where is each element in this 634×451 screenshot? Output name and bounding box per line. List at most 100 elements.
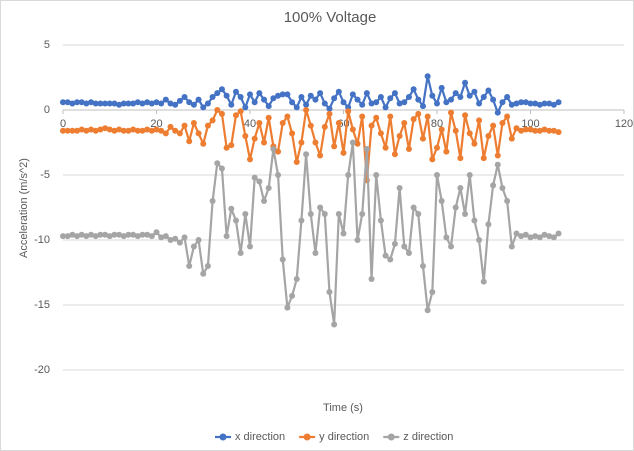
data-point: [536, 101, 543, 108]
data-point: [200, 140, 207, 147]
data-point: [125, 127, 132, 134]
y-tick-label: -10: [34, 234, 50, 246]
data-point: [153, 126, 160, 133]
data-point: [471, 217, 478, 224]
legend-label: z direction: [403, 431, 453, 443]
data-point: [443, 234, 450, 241]
data-point: [405, 94, 412, 100]
data-point: [462, 79, 469, 86]
data-point: [293, 159, 300, 165]
data-point: [134, 233, 141, 240]
data-point: [181, 122, 188, 129]
data-point: [532, 233, 539, 240]
data-point: [307, 122, 314, 129]
data-point: [424, 307, 431, 314]
data-point: [410, 86, 417, 93]
data-point: [387, 95, 394, 102]
data-point: [223, 144, 230, 151]
data-point: [97, 100, 104, 107]
data-point: [546, 100, 553, 107]
data-point: [452, 90, 459, 97]
x-tick-label: 20: [150, 118, 162, 130]
y-axis-label: Acceleration (m/s^2): [18, 158, 30, 258]
y-tick-label: -5: [40, 169, 50, 181]
data-point: [144, 99, 151, 106]
data-point: [396, 185, 403, 191]
data-point: [429, 289, 436, 295]
data-point: [457, 94, 464, 100]
data-point: [162, 96, 169, 103]
data-point: [476, 117, 483, 124]
data-point: [331, 321, 338, 328]
data-point: [172, 127, 179, 134]
data-point: [284, 304, 291, 311]
data-point: [363, 90, 370, 97]
data-point: [504, 113, 511, 120]
data-point: [256, 178, 263, 185]
data-point: [148, 233, 155, 240]
data-point: [476, 237, 483, 243]
data-point: [555, 99, 562, 106]
data-point: [64, 99, 71, 106]
data-point: [335, 211, 342, 217]
data-point: [377, 217, 384, 224]
data-point: [415, 110, 422, 117]
data-point: [303, 151, 310, 158]
data-point: [293, 276, 300, 282]
data-point: [78, 126, 85, 133]
series: [60, 139, 562, 328]
data-point: [536, 234, 543, 241]
data-point: [340, 230, 347, 237]
data-point: [335, 120, 342, 126]
data-point: [251, 99, 258, 106]
data-point: [116, 101, 123, 108]
data-point: [345, 172, 352, 178]
data-point: [419, 135, 426, 142]
data-point: [92, 127, 99, 134]
data-point: [190, 243, 197, 250]
data-point: [312, 139, 319, 146]
data-point: [541, 100, 548, 107]
data-point: [214, 90, 221, 97]
data-point: [162, 130, 169, 137]
data-point: [116, 126, 123, 133]
y-tick-label: -20: [34, 364, 50, 376]
data-point: [242, 133, 249, 139]
data-point: [382, 104, 389, 111]
data-point: [111, 127, 118, 134]
data-point: [289, 292, 296, 299]
x-tick-label: 40: [244, 118, 256, 130]
data-point: [218, 110, 225, 117]
data-point: [326, 110, 333, 117]
data-point: [153, 99, 160, 106]
x-tick-label: 120: [615, 118, 633, 130]
data-point: [176, 239, 183, 246]
data-point: [448, 109, 455, 116]
data-point: [275, 92, 282, 99]
data-point: [462, 211, 469, 217]
data-point: [275, 172, 282, 178]
data-point: [546, 233, 553, 240]
data-point: [471, 140, 478, 147]
data-point: [204, 122, 211, 129]
data-point: [513, 125, 520, 132]
data-point: [326, 105, 333, 112]
data-point: [261, 96, 268, 103]
data-point: [195, 96, 202, 103]
data-point: [396, 133, 403, 139]
data-point: [120, 127, 127, 134]
data-point: [387, 256, 394, 263]
data-point: [106, 100, 113, 107]
data-point: [415, 96, 422, 103]
data-point: [167, 123, 174, 130]
data-point: [106, 126, 113, 133]
data-point: [228, 101, 235, 108]
data-point: [555, 230, 562, 237]
data-point: [130, 126, 137, 133]
data-point: [331, 143, 338, 150]
data-point: [204, 263, 211, 269]
data-point: [92, 100, 99, 107]
data-point: [490, 96, 497, 103]
